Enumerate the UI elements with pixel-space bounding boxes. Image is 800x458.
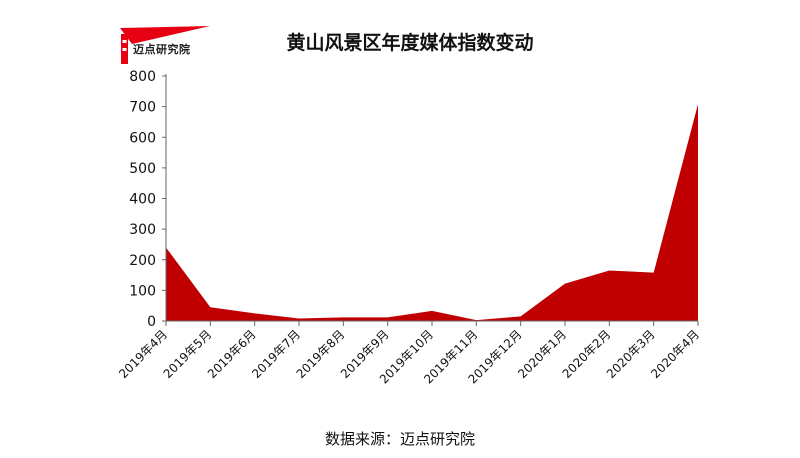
logo-flag-icon	[120, 26, 210, 44]
y-tick-label: 500	[129, 161, 156, 177]
y-tick-label: 800	[129, 69, 156, 85]
source-note: 数据来源：迈点研究院	[324, 430, 475, 448]
y-tick-label: 200	[129, 253, 156, 269]
y-tick-label: 600	[129, 130, 156, 146]
area-series	[166, 104, 698, 321]
logo-text: 迈点研究院	[133, 43, 191, 56]
logo	[120, 26, 210, 64]
y-tick-label: 700	[129, 100, 156, 116]
chart-title: 黄山风景区年度媒体指数变动	[286, 32, 534, 54]
y-tick-label: 300	[129, 222, 156, 238]
y-tick-label: 0	[147, 314, 156, 330]
y-tick-label: 100	[129, 283, 156, 299]
y-tick-label: 400	[129, 192, 156, 208]
x-tick-label: 2020年4月	[648, 327, 702, 381]
